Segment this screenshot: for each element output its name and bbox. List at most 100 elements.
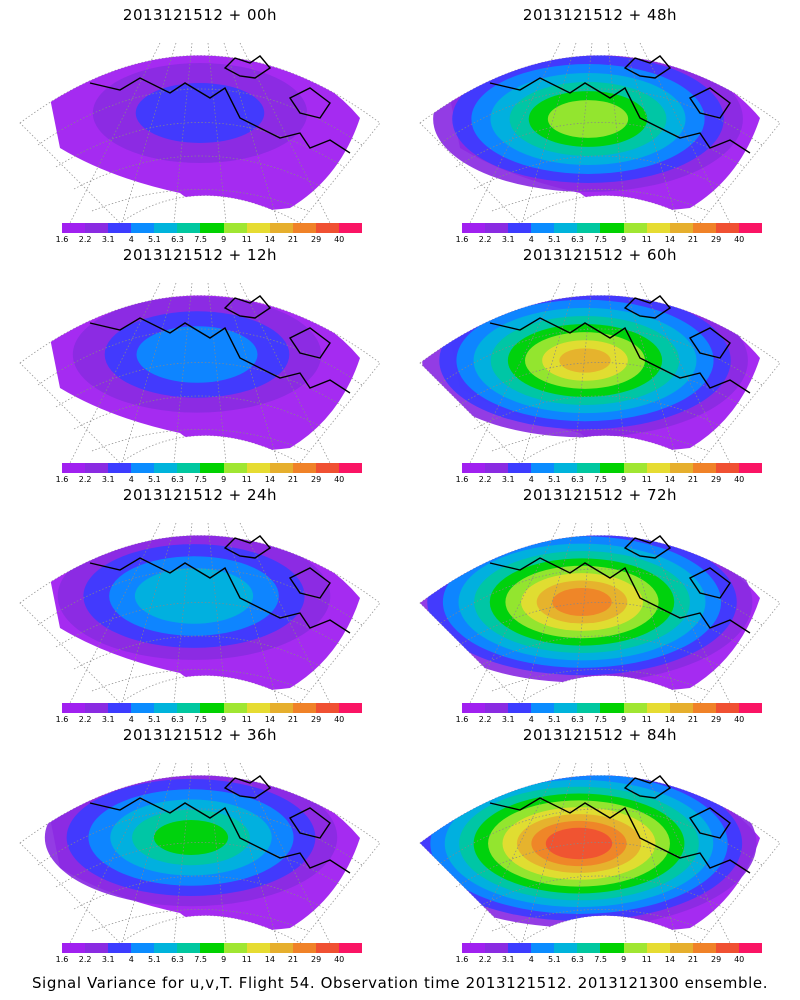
colorbar-swatch [577,223,601,233]
latitude-line [55,122,345,168]
colorbar-tick-label: 14 [664,475,675,484]
colorbar-tick-label: 3.1 [501,235,515,244]
latitude-line [73,635,327,670]
colorbar-tick-label: 9 [221,715,227,724]
colorbar-swatch [738,703,763,713]
colorbar-swatch [462,703,486,713]
colorbar-swatch [669,703,693,713]
colorbar-swatch [669,223,693,233]
variance-map [419,522,781,704]
panel-title: 2013121512 + 24h [122,486,278,504]
coastline [89,55,351,154]
colorbar-tick-label: 3.1 [501,475,515,484]
colorbar-swatch [177,463,201,473]
colorbar-swatch [131,223,155,233]
latitude-line [491,669,709,692]
colorbar-tick-label: 11 [241,955,252,964]
colorbar-tick-label: 7.5 [194,715,207,724]
latitude-line [55,362,345,408]
colorbar-tick-label: 29 [711,715,722,724]
colorbar-tick-label: 21 [287,955,299,964]
colorbar-swatch [246,943,270,953]
colorbar-ticks: 1.6 2.2 3.1 4 5.1 6.3 7.5 9 11 14 21 29 40 [455,235,765,245]
longitude-line [607,522,627,704]
colorbar-tick-label: 14 [664,955,675,964]
colorbar-swatch [177,223,201,233]
longitude-line [207,762,227,944]
colorbar-swatch [292,223,316,233]
colorbar-swatch [485,703,509,713]
colorbar-swatch [692,463,716,473]
colorbar-swatch [577,463,601,473]
latitude-line [473,155,727,190]
colorbar-swatch [554,223,578,233]
colorbar-swatch [715,703,739,713]
latitude-line [473,395,727,430]
colorbar-swatch [577,703,601,713]
colorbar-tick-label: 7.5 [194,475,207,484]
colorbar-tick-label: 11 [641,955,652,964]
variance-map [19,42,381,224]
colorbar-swatch [692,223,716,233]
colorbar-tick-label: 1.6 [455,715,469,724]
longitude-line [573,522,593,704]
latitude-line [455,122,745,168]
colorbar-swatch [177,703,201,713]
colorbar-swatch [646,703,670,713]
longitude-line [173,42,193,224]
colorbar-tick-label: 2.2 [78,955,92,964]
colorbar-tick-label: 29 [311,475,322,484]
coastline [489,55,751,154]
colorbar-swatch [246,463,270,473]
colorbar-swatch [200,703,224,713]
colorbar-swatch [292,463,316,473]
forecast-panel: 2013121512 + 12h 1.6 2.2 3.1 4 5.1 6.3 7.5 9 11 14… [0,240,400,484]
colorbar-tick-label: 2.2 [478,955,492,964]
colorbar-tick-label: 11 [641,715,652,724]
colorbar-swatch [669,943,693,953]
colorbar-swatch [154,463,178,473]
colorbar-swatch [646,223,670,233]
colorbar-swatch [338,223,363,233]
colorbar-swatch [62,463,86,473]
colorbar-tick-label: 4 [128,235,134,244]
colorbar-swatch [623,943,647,953]
latitude-line [91,909,309,932]
colorbar-tick-label: 40 [734,235,745,244]
variance-contour [135,83,265,143]
colorbar-tick-label: 1.6 [55,955,69,964]
colorbar-tick-label: 21 [287,475,299,484]
colorbar-tick-label: 6.3 [171,955,184,964]
colorbar-swatch [715,943,739,953]
colorbar-swatch [338,703,363,713]
colorbar-tick-label: 11 [641,475,652,484]
colorbar-tick-label: 21 [287,715,299,724]
colorbar-tick-label: 14 [264,955,275,964]
colorbar-tick-label: 9 [621,475,627,484]
colorbar-tick-label: 1.6 [55,715,69,724]
colorbar-swatch [154,943,178,953]
latitude-line [437,568,763,626]
colorbar-tick-label: 29 [711,475,722,484]
colorbar-swatch [623,463,647,473]
colorbar-swatch [554,463,578,473]
colorbar-tick-label: 14 [264,475,275,484]
longitude-line [173,522,193,704]
colorbar-tick-label: 40 [334,475,345,484]
colorbar-tick-label: 1.6 [455,235,469,244]
colorbar-swatch [554,943,578,953]
panel-title: 2013121512 + 72h [522,486,678,504]
colorbar-tick-label: 4 [528,235,534,244]
colorbar-tick-label: 6.3 [571,955,584,964]
latitude-line [37,568,363,626]
longitude-line [207,282,227,464]
colorbar-tick-label: 4 [128,955,134,964]
colorbar-swatch [462,223,486,233]
colorbar-tick-label: 40 [334,235,345,244]
latitude-line [455,602,745,648]
colorbar-tick-label: 11 [241,475,252,484]
colorbar-swatch [508,703,532,713]
colorbar-tick-label: 9 [621,235,627,244]
colorbar-ticks: 1.6 2.2 3.1 4 5.1 6.3 7.5 9 11 14 21 29 40 [55,235,365,245]
colorbar-swatch [738,463,763,473]
